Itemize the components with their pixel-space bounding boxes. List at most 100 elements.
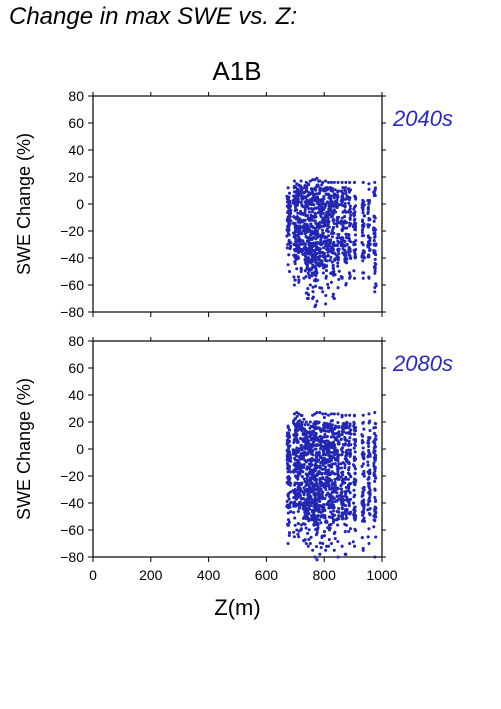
x-tick-label: 200: [139, 567, 163, 583]
data-point: [305, 198, 309, 202]
data-point: [293, 278, 297, 282]
data-point: [347, 190, 351, 194]
data-point: [306, 531, 310, 535]
data-point: [318, 188, 322, 192]
data-point: [373, 473, 377, 477]
data-point: [348, 204, 352, 208]
data-point: [287, 269, 292, 274]
data-point: [348, 413, 352, 417]
data-point: [299, 528, 303, 532]
data-point: [361, 486, 365, 490]
data-point: [343, 256, 348, 260]
data-point: [325, 450, 329, 454]
data-point: [373, 180, 377, 184]
data-point: [367, 527, 371, 531]
data-point: [310, 201, 314, 205]
data-point: [372, 219, 376, 223]
data-point: [292, 448, 297, 452]
data-point: [321, 476, 325, 480]
data-point: [291, 469, 296, 473]
data-point: [315, 502, 319, 506]
data-point: [372, 249, 376, 253]
data-point: [307, 512, 311, 516]
data-point: [288, 202, 292, 206]
data-point: [321, 202, 325, 206]
data-point: [323, 439, 327, 443]
data-point: [343, 481, 347, 485]
data-point: [331, 515, 335, 519]
data-point: [298, 470, 302, 474]
data-point: [318, 552, 322, 556]
data-point: [354, 514, 358, 518]
data-point: [341, 428, 345, 432]
data-point: [367, 444, 371, 448]
data-point: [332, 221, 336, 226]
scatter-series: [285, 411, 378, 562]
data-point: [333, 188, 337, 192]
data-point: [336, 539, 340, 544]
data-point: [366, 460, 370, 464]
period-label: 2040s: [392, 106, 453, 131]
data-point: [351, 540, 355, 544]
data-point: [304, 513, 308, 517]
data-point: [343, 510, 347, 514]
data-point: [296, 189, 300, 193]
data-point: [307, 293, 311, 297]
data-point: [362, 506, 366, 510]
data-point: [307, 537, 311, 542]
data-point: [296, 248, 300, 252]
data-point: [362, 224, 366, 228]
data-point: [372, 214, 376, 218]
data-point: [287, 233, 291, 237]
data-point: [307, 207, 311, 211]
data-point: [321, 541, 325, 546]
data-point: [367, 182, 371, 186]
data-point: [313, 305, 317, 309]
data-point: [352, 477, 357, 481]
data-point: [331, 264, 335, 268]
data-point: [329, 464, 333, 468]
data-point: [335, 219, 339, 223]
data-point: [353, 517, 357, 521]
y-tick-label: −60: [60, 522, 84, 538]
data-point: [307, 210, 311, 214]
data-point: [297, 280, 301, 284]
data-point: [321, 254, 325, 258]
data-point: [318, 541, 322, 545]
data-point: [293, 523, 297, 527]
data-point: [321, 290, 325, 294]
data-point: [343, 463, 347, 467]
data-point: [311, 429, 315, 433]
data-point: [366, 211, 370, 216]
data-point: [310, 444, 315, 448]
data-point: [292, 463, 296, 467]
data-point: [330, 260, 334, 264]
data-point: [285, 499, 289, 503]
data-point: [300, 188, 304, 192]
data-point: [353, 233, 358, 237]
data-point: [354, 248, 358, 252]
data-point: [333, 450, 337, 454]
data-point: [304, 231, 308, 235]
data-point: [353, 527, 357, 531]
data-point: [368, 492, 372, 496]
data-point: [332, 192, 336, 196]
data-point: [321, 412, 325, 416]
data-point: [319, 483, 324, 488]
data-point: [333, 472, 337, 476]
data-point: [288, 464, 292, 469]
data-point: [317, 258, 321, 262]
data-point: [331, 266, 335, 270]
data-point: [318, 186, 322, 190]
data-point: [367, 187, 371, 191]
data-point: [361, 490, 365, 494]
data-point: [326, 502, 330, 506]
data-point: [322, 428, 326, 432]
data-point: [303, 206, 307, 210]
data-point: [324, 269, 329, 273]
data-point: [347, 484, 351, 488]
data-point: [373, 555, 377, 559]
data-point: [297, 278, 301, 282]
data-point: [329, 435, 333, 439]
x-tick-label: 400: [197, 567, 221, 583]
